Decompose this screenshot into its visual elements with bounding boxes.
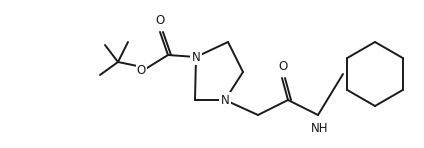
Text: N: N	[192, 50, 201, 63]
Text: O: O	[137, 63, 146, 77]
Text: N: N	[220, 94, 229, 107]
Text: O: O	[279, 60, 287, 73]
Text: NH: NH	[311, 122, 329, 135]
Text: O: O	[155, 14, 165, 27]
